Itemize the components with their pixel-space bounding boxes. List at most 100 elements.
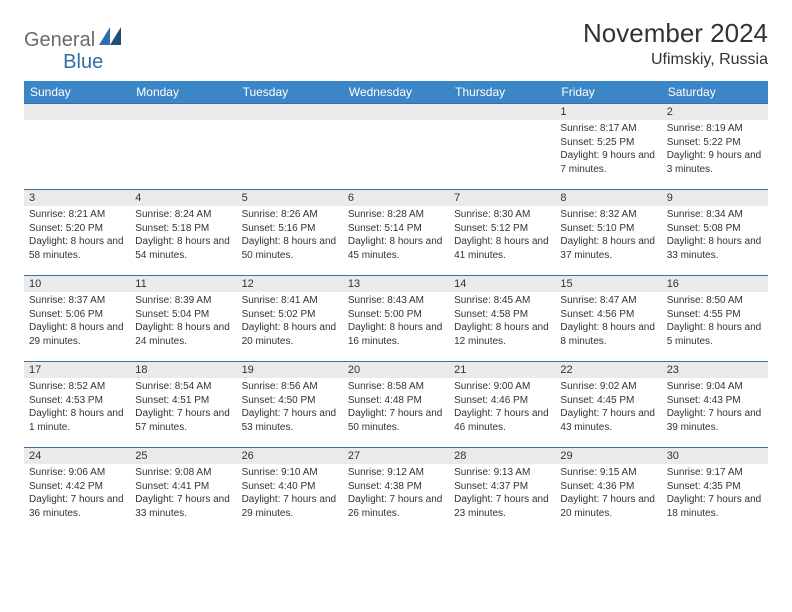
daylight-text: Daylight: 8 hours and 8 minutes. <box>560 321 656 348</box>
col-saturday: Saturday <box>662 81 768 104</box>
day-number: 22 <box>555 362 661 378</box>
daylight-text: Daylight: 8 hours and 24 minutes. <box>135 321 231 348</box>
day-details: Sunrise: 8:19 AMSunset: 5:22 PMDaylight:… <box>662 120 768 178</box>
sunrise-text: Sunrise: 8:17 AM <box>560 122 656 136</box>
day-cell <box>449 104 555 190</box>
day-details: Sunrise: 8:39 AMSunset: 5:04 PMDaylight:… <box>130 292 236 350</box>
day-cell: 30Sunrise: 9:17 AMSunset: 4:35 PMDayligh… <box>662 448 768 534</box>
logo: General Blue <box>24 18 141 63</box>
daylight-text: Daylight: 7 hours and 43 minutes. <box>560 407 656 434</box>
sunrise-text: Sunrise: 8:39 AM <box>135 294 231 308</box>
sunrise-text: Sunrise: 8:58 AM <box>348 380 444 394</box>
week-row: 3Sunrise: 8:21 AMSunset: 5:20 PMDaylight… <box>24 190 768 276</box>
sunset-text: Sunset: 5:22 PM <box>667 136 763 150</box>
sunrise-text: Sunrise: 9:08 AM <box>135 466 231 480</box>
day-details: Sunrise: 9:17 AMSunset: 4:35 PMDaylight:… <box>662 464 768 522</box>
day-details: Sunrise: 8:32 AMSunset: 5:10 PMDaylight:… <box>555 206 661 264</box>
day-details: Sunrise: 8:58 AMSunset: 4:48 PMDaylight:… <box>343 378 449 436</box>
daylight-text: Daylight: 7 hours and 20 minutes. <box>560 493 656 520</box>
col-wednesday: Wednesday <box>343 81 449 104</box>
daylight-text: Daylight: 8 hours and 12 minutes. <box>454 321 550 348</box>
daylight-text: Daylight: 7 hours and 50 minutes. <box>348 407 444 434</box>
sunset-text: Sunset: 4:48 PM <box>348 394 444 408</box>
day-cell <box>24 104 130 190</box>
sunrise-text: Sunrise: 8:37 AM <box>29 294 125 308</box>
sunrise-text: Sunrise: 8:41 AM <box>242 294 338 308</box>
day-details: Sunrise: 8:21 AMSunset: 5:20 PMDaylight:… <box>24 206 130 264</box>
sunrise-text: Sunrise: 9:04 AM <box>667 380 763 394</box>
daylight-text: Daylight: 8 hours and 33 minutes. <box>667 235 763 262</box>
day-cell: 27Sunrise: 9:12 AMSunset: 4:38 PMDayligh… <box>343 448 449 534</box>
sunset-text: Sunset: 5:00 PM <box>348 308 444 322</box>
day-number: 4 <box>130 190 236 206</box>
day-cell <box>237 104 343 190</box>
week-row: 17Sunrise: 8:52 AMSunset: 4:53 PMDayligh… <box>24 362 768 448</box>
day-number: 3 <box>24 190 130 206</box>
daylight-text: Daylight: 7 hours and 46 minutes. <box>454 407 550 434</box>
day-cell: 12Sunrise: 8:41 AMSunset: 5:02 PMDayligh… <box>237 276 343 362</box>
day-number: 29 <box>555 448 661 464</box>
sunset-text: Sunset: 4:51 PM <box>135 394 231 408</box>
calendar-table: Sunday Monday Tuesday Wednesday Thursday… <box>24 81 768 534</box>
sunset-text: Sunset: 5:08 PM <box>667 222 763 236</box>
sunrise-text: Sunrise: 9:15 AM <box>560 466 656 480</box>
day-details <box>237 120 343 124</box>
sunset-text: Sunset: 5:02 PM <box>242 308 338 322</box>
day-cell: 2Sunrise: 8:19 AMSunset: 5:22 PMDaylight… <box>662 104 768 190</box>
daylight-text: Daylight: 8 hours and 45 minutes. <box>348 235 444 262</box>
sunset-text: Sunset: 5:16 PM <box>242 222 338 236</box>
day-cell: 26Sunrise: 9:10 AMSunset: 4:40 PMDayligh… <box>237 448 343 534</box>
day-cell: 22Sunrise: 9:02 AMSunset: 4:45 PMDayligh… <box>555 362 661 448</box>
sunrise-text: Sunrise: 8:34 AM <box>667 208 763 222</box>
sunrise-text: Sunrise: 8:26 AM <box>242 208 338 222</box>
day-cell: 24Sunrise: 9:06 AMSunset: 4:42 PMDayligh… <box>24 448 130 534</box>
sunset-text: Sunset: 4:56 PM <box>560 308 656 322</box>
day-number: 16 <box>662 276 768 292</box>
day-cell: 13Sunrise: 8:43 AMSunset: 5:00 PMDayligh… <box>343 276 449 362</box>
day-details: Sunrise: 8:24 AMSunset: 5:18 PMDaylight:… <box>130 206 236 264</box>
location: Ufimskiy, Russia <box>583 51 768 69</box>
day-details <box>24 120 130 124</box>
sunset-text: Sunset: 4:43 PM <box>667 394 763 408</box>
day-number: 1 <box>555 104 661 120</box>
sunrise-text: Sunrise: 8:52 AM <box>29 380 125 394</box>
day-details: Sunrise: 8:43 AMSunset: 5:00 PMDaylight:… <box>343 292 449 350</box>
sunrise-text: Sunrise: 8:32 AM <box>560 208 656 222</box>
day-details: Sunrise: 9:04 AMSunset: 4:43 PMDaylight:… <box>662 378 768 436</box>
sunset-text: Sunset: 5:14 PM <box>348 222 444 236</box>
day-cell: 29Sunrise: 9:15 AMSunset: 4:36 PMDayligh… <box>555 448 661 534</box>
sunset-text: Sunset: 4:55 PM <box>667 308 763 322</box>
day-details <box>449 120 555 124</box>
day-cell: 9Sunrise: 8:34 AMSunset: 5:08 PMDaylight… <box>662 190 768 276</box>
day-number: 15 <box>555 276 661 292</box>
day-details: Sunrise: 8:45 AMSunset: 4:58 PMDaylight:… <box>449 292 555 350</box>
sunset-text: Sunset: 5:04 PM <box>135 308 231 322</box>
day-number: 17 <box>24 362 130 378</box>
day-number: 19 <box>237 362 343 378</box>
day-cell <box>130 104 236 190</box>
day-details: Sunrise: 8:52 AMSunset: 4:53 PMDaylight:… <box>24 378 130 436</box>
day-number <box>24 104 130 120</box>
day-details: Sunrise: 9:00 AMSunset: 4:46 PMDaylight:… <box>449 378 555 436</box>
daylight-text: Daylight: 8 hours and 54 minutes. <box>135 235 231 262</box>
sunset-text: Sunset: 5:10 PM <box>560 222 656 236</box>
day-details: Sunrise: 9:08 AMSunset: 4:41 PMDaylight:… <box>130 464 236 522</box>
sunrise-text: Sunrise: 8:21 AM <box>29 208 125 222</box>
day-number: 2 <box>662 104 768 120</box>
daylight-text: Daylight: 8 hours and 16 minutes. <box>348 321 444 348</box>
day-number: 10 <box>24 276 130 292</box>
day-cell: 19Sunrise: 8:56 AMSunset: 4:50 PMDayligh… <box>237 362 343 448</box>
day-cell: 7Sunrise: 8:30 AMSunset: 5:12 PMDaylight… <box>449 190 555 276</box>
daylight-text: Daylight: 7 hours and 33 minutes. <box>135 493 231 520</box>
day-details: Sunrise: 8:54 AMSunset: 4:51 PMDaylight:… <box>130 378 236 436</box>
col-tuesday: Tuesday <box>237 81 343 104</box>
daylight-text: Daylight: 7 hours and 57 minutes. <box>135 407 231 434</box>
month-title: November 2024 <box>583 18 768 49</box>
daylight-text: Daylight: 9 hours and 3 minutes. <box>667 149 763 176</box>
day-cell: 21Sunrise: 9:00 AMSunset: 4:46 PMDayligh… <box>449 362 555 448</box>
day-details: Sunrise: 9:12 AMSunset: 4:38 PMDaylight:… <box>343 464 449 522</box>
day-number <box>343 104 449 120</box>
sunrise-text: Sunrise: 9:10 AM <box>242 466 338 480</box>
day-number: 8 <box>555 190 661 206</box>
sunset-text: Sunset: 4:38 PM <box>348 480 444 494</box>
